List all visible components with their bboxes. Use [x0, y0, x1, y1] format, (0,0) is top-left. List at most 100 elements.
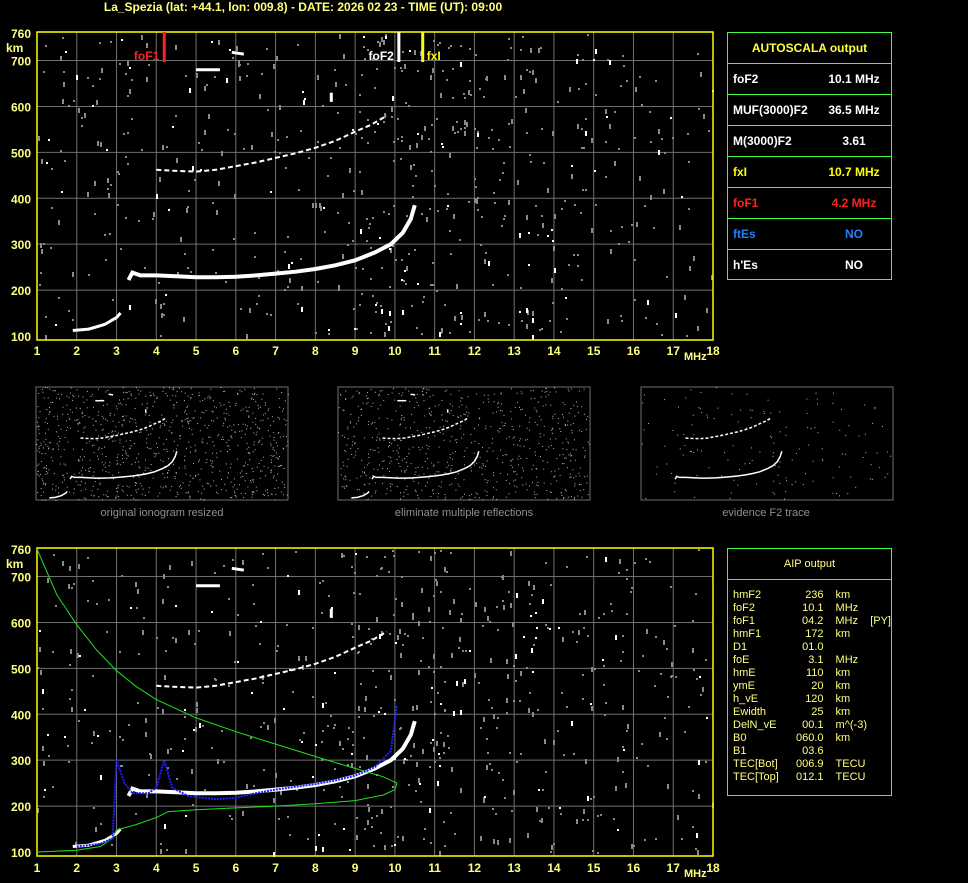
noise-dot	[462, 682, 464, 687]
noise-dot	[143, 617, 145, 619]
noise-dot	[214, 678, 216, 680]
noise-dot	[528, 708, 530, 713]
noise-dot	[118, 471, 120, 473]
noise-dot	[571, 429, 573, 431]
noise-dot	[582, 59, 584, 61]
noise-dot	[270, 191, 272, 193]
noise-dot	[508, 493, 510, 495]
noise-dot	[634, 562, 636, 564]
noise-dot	[439, 757, 441, 759]
noise-dot	[72, 399, 74, 401]
noise-dot	[39, 284, 41, 286]
noise-dot	[223, 404, 225, 406]
noise-dot	[643, 429, 645, 431]
noise-dot	[411, 305, 413, 307]
noise-dot	[69, 392, 71, 394]
noise-dot	[521, 393, 523, 395]
noise-dot	[520, 49, 522, 51]
noise-dot	[421, 333, 423, 335]
noise-dot	[810, 428, 812, 430]
noise-dot	[148, 414, 150, 416]
noise-dot	[499, 179, 501, 181]
noise-dot	[413, 164, 415, 166]
noise-dot	[199, 417, 201, 419]
noise-dot	[225, 463, 227, 465]
y-tick-label: 600	[11, 616, 31, 630]
noise-dot	[167, 749, 169, 754]
noise-dot	[78, 458, 80, 460]
noise-dot	[340, 394, 342, 396]
noise-dot	[643, 394, 645, 396]
noise-dot	[523, 470, 525, 472]
thumbnail-frame	[337, 386, 591, 501]
noise-dot	[404, 633, 406, 635]
thumbnail-trace	[80, 417, 167, 440]
noise-dot	[583, 627, 585, 629]
noise-dot	[77, 484, 79, 486]
noise-dot	[218, 433, 220, 435]
aip-row: hmF2 236 km	[728, 589, 891, 602]
noise-dot	[41, 452, 43, 454]
noise-dot	[539, 433, 541, 435]
x-tick-label: 2	[73, 861, 80, 875]
noise-dot	[497, 403, 499, 405]
noise-dot	[622, 771, 624, 773]
noise-dot	[520, 671, 522, 673]
noise-dot	[470, 442, 472, 444]
noise-dot	[433, 747, 435, 752]
noise-dot	[458, 390, 460, 392]
noise-dot	[520, 75, 522, 80]
noise-dot	[118, 403, 120, 405]
noise-dot	[100, 775, 102, 780]
noise-dot	[767, 399, 769, 401]
noise-dot	[40, 272, 42, 274]
noise-dot	[562, 402, 564, 404]
noise-dot	[125, 73, 127, 75]
noise-dot	[76, 389, 78, 391]
noise-dot	[121, 424, 123, 426]
noise-dot	[391, 845, 393, 847]
noise-dot	[79, 460, 81, 462]
noise-dot	[37, 808, 39, 813]
noise-dot	[224, 390, 226, 392]
noise-dot	[503, 162, 505, 164]
noise-dot	[135, 489, 137, 491]
noise-dot	[248, 446, 250, 448]
noise-dot	[126, 454, 128, 456]
noise-dot	[666, 276, 668, 278]
noise-dot	[244, 433, 246, 435]
noise-dot	[740, 409, 742, 411]
noise-dot	[744, 463, 746, 465]
noise-dot	[622, 705, 624, 710]
noise-dot	[327, 175, 329, 177]
noise-dot	[366, 398, 368, 400]
noise-dot	[271, 132, 273, 137]
noise-dot	[841, 408, 843, 410]
noise-dot	[694, 496, 696, 498]
noise-dot	[506, 659, 508, 664]
noise-dot	[454, 132, 456, 134]
noise-dot	[497, 717, 499, 719]
noise-dot	[442, 419, 444, 421]
noise-dot	[508, 436, 510, 438]
noise-dot	[275, 452, 277, 454]
noise-dot	[68, 397, 70, 399]
noise-dot	[393, 555, 395, 557]
noise-dot	[43, 796, 45, 798]
noise-dot	[130, 607, 132, 609]
noise-dot	[510, 47, 512, 49]
noise-dot	[401, 417, 403, 419]
x-tick-label: 13	[507, 344, 521, 358]
noise-dot	[163, 423, 165, 425]
noise-dot	[566, 318, 568, 320]
noise-dot	[179, 438, 181, 440]
noise-dot	[99, 78, 101, 80]
noise-dot	[187, 420, 189, 422]
noise-dot	[38, 136, 40, 141]
noise-dot	[397, 118, 399, 120]
noise-dot	[45, 499, 47, 501]
noise-dot	[587, 635, 589, 637]
noise-dot	[330, 715, 332, 717]
thumbnail-trace	[371, 450, 480, 480]
noise-dot	[771, 437, 773, 439]
